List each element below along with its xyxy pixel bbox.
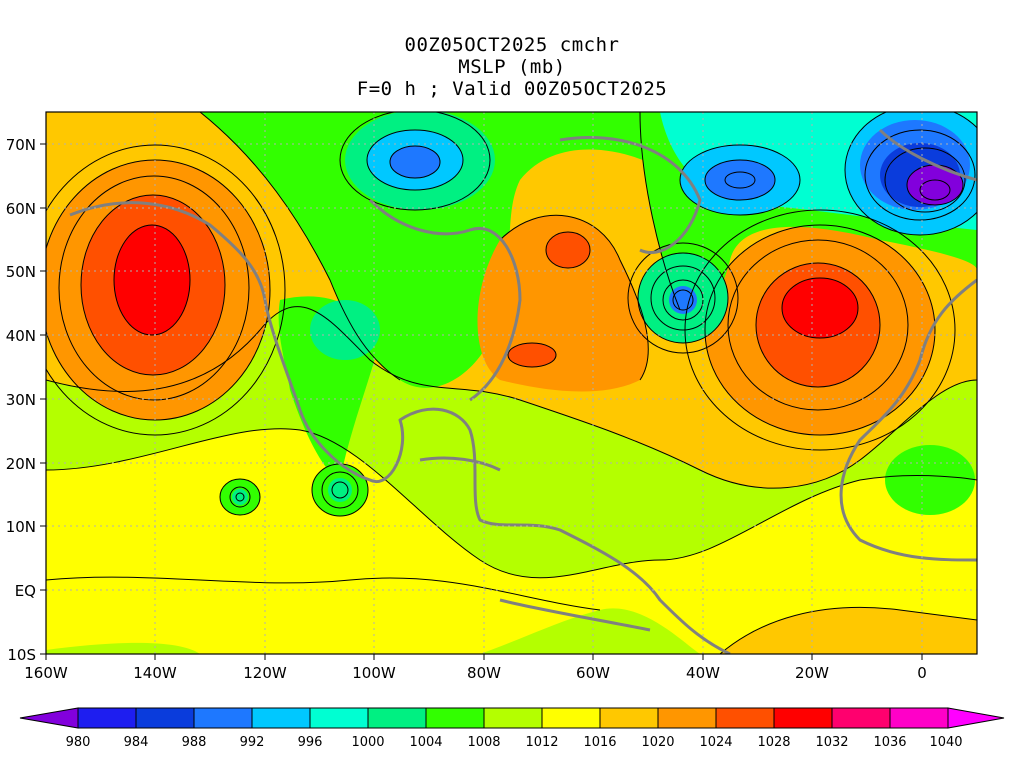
pressure-field — [46, 112, 977, 654]
x-tick-label: 120W — [243, 664, 287, 682]
northeast-high-1028b — [508, 343, 556, 367]
colorbar-label: 1016 — [583, 735, 616, 750]
colorbar-label: 1028 — [757, 735, 790, 750]
colorbar-swatch — [193, 707, 253, 729]
x-tick-label: 60W — [576, 664, 610, 682]
colorbar-swatch — [599, 707, 659, 729]
x-tick-label: 160W — [24, 664, 68, 682]
colorbar-swatch — [889, 707, 949, 729]
colorbar: 980 984 988 992 996 1000 1004 1008 1012 … — [19, 707, 1005, 750]
x-tick-label: 100W — [352, 664, 396, 682]
colorbar-swatch — [309, 707, 369, 729]
y-tick-label: 10S — [7, 646, 36, 664]
colorbar-high-arrow — [947, 707, 1005, 729]
x-tick-label: 40W — [686, 664, 720, 682]
africa-heat-low-1008 — [885, 445, 975, 515]
colorbar-swatch — [251, 707, 311, 729]
colorbar-swatch — [773, 707, 833, 729]
colorbar-label: 988 — [182, 735, 207, 750]
x-tick-label: 20W — [795, 664, 829, 682]
us-trough-1004 — [310, 300, 380, 360]
pacific-high-1032 — [114, 225, 190, 335]
band-1016-tropics — [46, 428, 977, 654]
colorbar-swatch — [831, 707, 891, 729]
colorbar-label: 1000 — [351, 735, 384, 750]
map-frame — [45, 111, 978, 655]
colorbar-swatch — [541, 707, 601, 729]
iceland-low-980 — [907, 165, 963, 205]
colorbar-label: 1012 — [525, 735, 558, 750]
x-axis: 160W 140W 120W 100W 80W 60W 40W 20W 0 — [24, 654, 927, 682]
colorbar-label: 1032 — [815, 735, 848, 750]
colorbar-low-arrow — [19, 707, 79, 729]
y-tick-label: 10N — [6, 518, 36, 536]
y-tick-label: 40N — [6, 327, 36, 345]
hudson-bay-low-992 — [390, 146, 440, 178]
colorbar-swatch — [483, 707, 543, 729]
colorbar-label: 1004 — [409, 735, 442, 750]
y-tick-label: 60N — [6, 200, 36, 218]
colorbar-swatch — [77, 707, 137, 729]
map-title-line-2: MSLP (mb) — [458, 56, 566, 78]
map-title-line-3: F=0 h ; Valid 00Z05OCT2025 — [356, 78, 668, 100]
coastlines — [69, 128, 977, 654]
x-tick-label: 140W — [133, 664, 177, 682]
isobar-contours — [46, 112, 977, 654]
colorbar-label: 1036 — [873, 735, 906, 750]
x-tick-label: 0 — [917, 664, 927, 682]
graticule — [46, 112, 977, 654]
colorbar-label: 996 — [298, 735, 323, 750]
northeast-high-1028a — [546, 232, 590, 268]
y-axis: 10S EQ 10N 20N 30N 40N 50N 60N 70N — [6, 136, 46, 664]
colorbar-swatch — [135, 707, 195, 729]
colorbar-label: 980 — [66, 735, 91, 750]
y-tick-label: 50N — [6, 263, 36, 281]
colorbar-swatch — [657, 707, 717, 729]
colorbar-swatch — [715, 707, 775, 729]
colorbar-label: 1020 — [641, 735, 674, 750]
colorbar-label: 1024 — [699, 735, 732, 750]
colorbar-label: 984 — [124, 735, 149, 750]
pacific-storm-1004 — [232, 489, 248, 505]
y-tick-label: EQ — [15, 582, 36, 600]
atlantic-high-1032 — [782, 278, 858, 338]
colorbar-swatch — [425, 707, 485, 729]
y-tick-label: 30N — [6, 391, 36, 409]
y-tick-label: 70N — [6, 136, 36, 154]
colorbar-label: 1040 — [929, 735, 962, 750]
greenland-low-992 — [705, 160, 775, 200]
colorbar-swatch — [367, 707, 427, 729]
colorbar-label: 992 — [240, 735, 265, 750]
colorbar-label: 1008 — [467, 735, 500, 750]
map-title-line-1: 00Z05OCT2025 cmchr — [404, 34, 620, 56]
x-tick-label: 80W — [467, 664, 501, 682]
y-tick-label: 20N — [6, 455, 36, 473]
